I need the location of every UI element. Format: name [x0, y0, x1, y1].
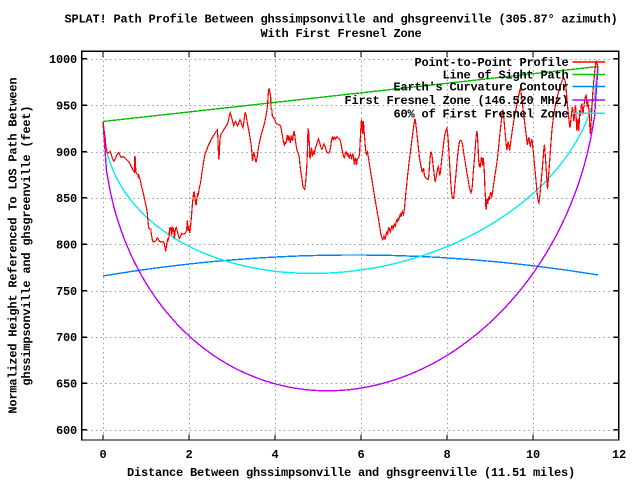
- svg-text:6: 6: [357, 448, 364, 462]
- svg-text:ghssimpsonville and ghsgreenvi: ghssimpsonville and ghsgreenville (feet): [20, 106, 34, 386]
- svg-text:10: 10: [526, 448, 540, 462]
- svg-text:900: 900: [56, 146, 77, 160]
- svg-text:First Fresnel Zone (146.520 MH: First Fresnel Zone (146.520 MHz): [344, 94, 568, 108]
- svg-text:60% of First Fresnel Zone: 60% of First Fresnel Zone: [393, 108, 568, 122]
- svg-text:700: 700: [56, 331, 77, 345]
- svg-text:850: 850: [56, 192, 77, 206]
- svg-text:950: 950: [56, 99, 77, 113]
- svg-text:With First Fresnel Zone: With First Fresnel Zone: [260, 27, 421, 41]
- svg-text:12: 12: [612, 448, 626, 462]
- svg-text:750: 750: [56, 285, 77, 299]
- svg-text:SPLAT! Path Profile Between gh: SPLAT! Path Profile Between ghssimpsonvi…: [64, 13, 617, 27]
- svg-text:Distance Between ghssimpsonvil: Distance Between ghssimpsonville and ghs…: [127, 466, 575, 480]
- svg-text:2: 2: [185, 448, 192, 462]
- svg-text:Earth's Curvature Contour: Earth's Curvature Contour: [393, 81, 568, 95]
- svg-text:1000: 1000: [49, 53, 77, 67]
- svg-text:800: 800: [56, 239, 77, 253]
- svg-text:650: 650: [56, 378, 77, 392]
- svg-text:Line of Sight Path: Line of Sight Path: [442, 69, 568, 83]
- svg-text:Normalized Height Referenced T: Normalized Height Referenced To LOS Path…: [7, 78, 21, 414]
- svg-text:4: 4: [271, 448, 278, 462]
- svg-text:600: 600: [56, 424, 77, 438]
- svg-text:8: 8: [443, 448, 450, 462]
- svg-text:0: 0: [99, 448, 106, 462]
- svg-text:Point-to-Point Profile: Point-to-Point Profile: [414, 56, 568, 70]
